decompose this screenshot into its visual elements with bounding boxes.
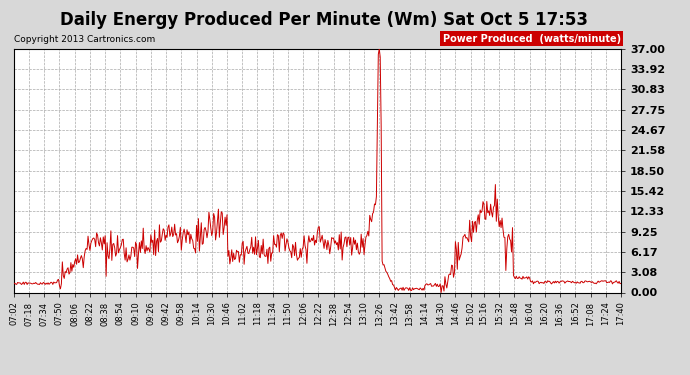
Text: Daily Energy Produced Per Minute (Wm) Sat Oct 5 17:53: Daily Energy Produced Per Minute (Wm) Sa… (60, 11, 589, 29)
Text: Copyright 2013 Cartronics.com: Copyright 2013 Cartronics.com (14, 35, 155, 44)
Text: Power Produced  (watts/minute): Power Produced (watts/minute) (443, 34, 621, 44)
